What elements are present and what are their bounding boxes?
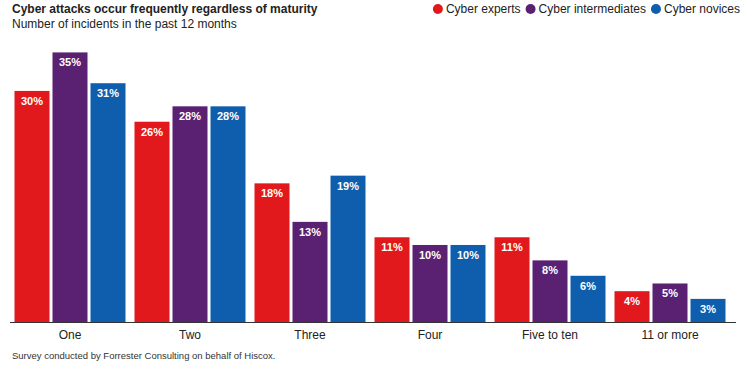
x-axis xyxy=(10,322,736,323)
data-label: 28% xyxy=(217,110,239,122)
data-label: 8% xyxy=(542,264,558,276)
bar xyxy=(653,283,688,322)
footnote: Survey conducted by Forrester Consulting… xyxy=(12,350,276,361)
bar xyxy=(173,106,208,322)
bar xyxy=(91,83,126,322)
data-label: 4% xyxy=(624,295,640,307)
bar xyxy=(571,276,606,322)
title: Cyber attacks occur frequently regardles… xyxy=(12,2,318,16)
x-tick-label: 11 or more xyxy=(641,328,698,342)
bar xyxy=(413,245,448,322)
legend-label: Cyber intermediates xyxy=(539,2,646,16)
legend-swatch xyxy=(651,4,661,14)
x-tick-label: Five to ten xyxy=(522,328,578,342)
bar xyxy=(331,176,366,322)
data-label: 31% xyxy=(97,87,119,99)
data-label: 19% xyxy=(337,180,359,192)
bar xyxy=(495,237,530,322)
bar xyxy=(375,237,410,322)
legend: Cyber novices Cyber intermediates Cyber ex… xyxy=(433,2,740,16)
data-label: 26% xyxy=(141,126,163,138)
bar xyxy=(135,122,170,322)
data-label: 13% xyxy=(299,226,321,238)
data-label: 18% xyxy=(261,187,283,199)
bar xyxy=(451,245,486,322)
subtitle: Number of incidents in the past 12 month… xyxy=(12,17,237,31)
data-label: 6% xyxy=(580,280,596,292)
bar xyxy=(615,291,650,322)
bar xyxy=(211,106,246,322)
data-label: 30% xyxy=(21,95,43,107)
x-tick-label: One xyxy=(59,328,82,342)
data-label: 5% xyxy=(662,287,678,299)
bars xyxy=(15,52,726,322)
legend-label: Cyber novices xyxy=(664,2,740,16)
legend-swatch xyxy=(433,4,443,14)
chart: Cyber attacks occur frequently regardles… xyxy=(0,0,752,371)
data-label: 10% xyxy=(457,249,479,261)
x-tick-label: Three xyxy=(294,328,326,342)
data-label: 28% xyxy=(179,110,201,122)
bar xyxy=(293,222,328,322)
legend-swatch xyxy=(526,4,536,14)
legend-label: Cyber experts xyxy=(446,2,521,16)
bar xyxy=(533,260,568,322)
data-label: 11% xyxy=(501,241,523,253)
data-label: 10% xyxy=(419,249,441,261)
data-label: 35% xyxy=(59,56,81,68)
bar xyxy=(15,91,50,322)
bar xyxy=(691,299,726,322)
data-label: 11% xyxy=(381,241,403,253)
x-tick-label: Two xyxy=(179,328,201,342)
x-tick-label: Four xyxy=(418,328,443,342)
data-labels: 30% 35% 31% 26% 28% 28% 18% 13% 19% 11% 10% 10% 11% 8… xyxy=(21,56,716,314)
bar xyxy=(255,183,290,322)
data-label: 3% xyxy=(700,303,716,315)
bar xyxy=(53,52,88,322)
